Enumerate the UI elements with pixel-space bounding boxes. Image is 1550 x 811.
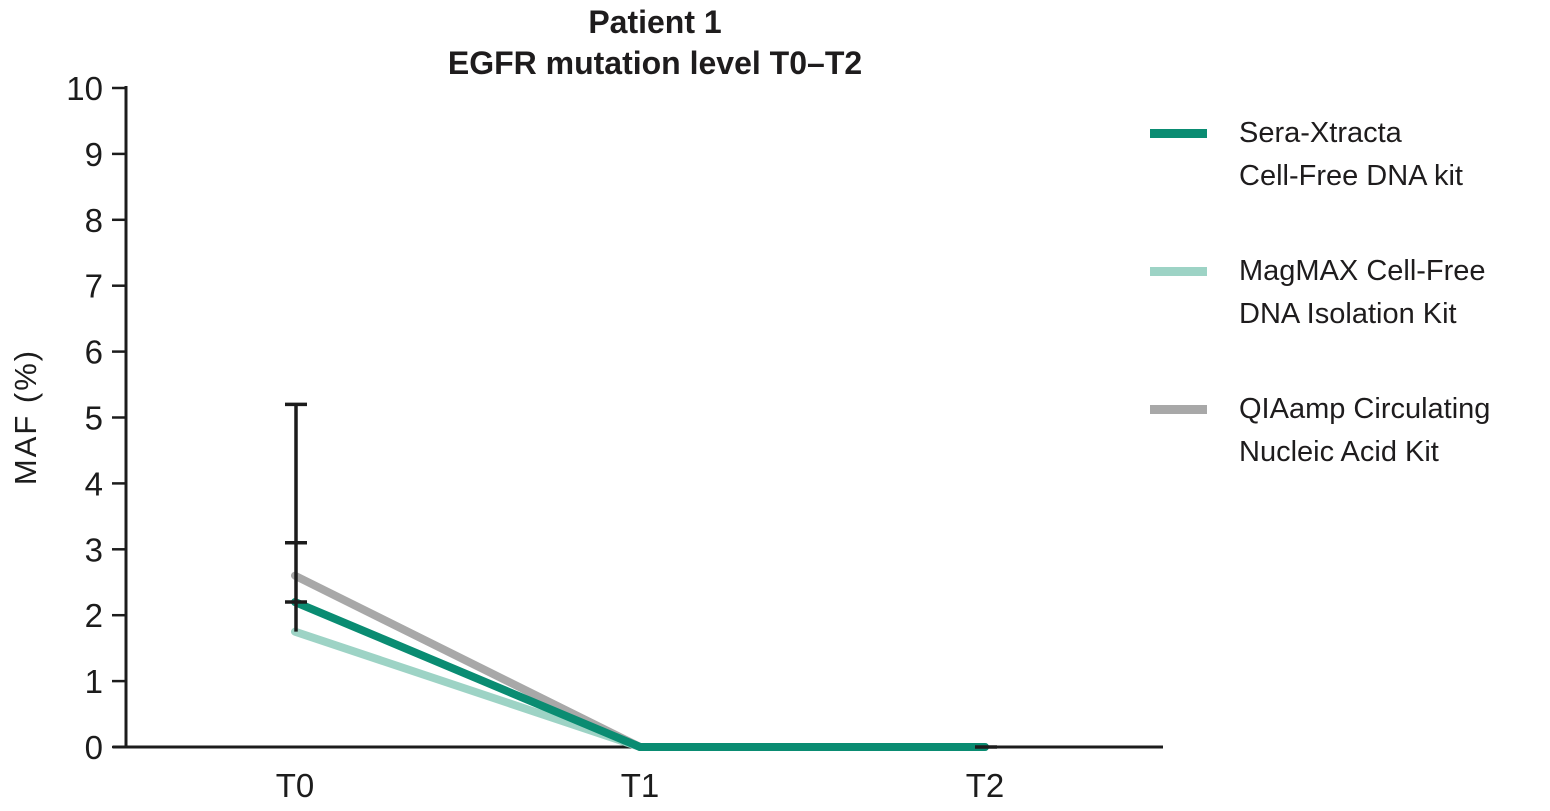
x-tick-label-t2: T2: [966, 767, 1005, 804]
y-tick-label: 2: [85, 597, 103, 634]
legend-label-qiaamp: QIAamp Circulating Nucleic Acid Kit: [1239, 393, 1491, 468]
y-tick-label: 0: [85, 729, 103, 766]
series-line-qiaamp: [291, 571, 989, 751]
legend-item-sera-xtracta: Sera-Xtracta Cell-Free DNA kit: [1150, 112, 1530, 198]
chart-title-line1: Patient 1: [588, 4, 722, 40]
legend: Sera-Xtracta Cell-Free DNA kit MagMAX Ce…: [1150, 112, 1530, 526]
y-tick-label: 8: [85, 202, 103, 239]
y-tick-label: 1: [85, 663, 103, 700]
legend-item-magmax: MagMAX Cell-Free DNA Isolation Kit: [1150, 250, 1530, 336]
y-axis-title: MAF (%): [8, 349, 43, 485]
chart-title-line2: EGFR mutation level T0–T2: [447, 45, 863, 81]
legend-label-magmax: MagMAX Cell-Free DNA Isolation Kit: [1239, 255, 1486, 330]
y-tick-label: 9: [85, 136, 103, 173]
y-tick-label: 4: [85, 465, 103, 502]
legend-swatch-magmax: [1150, 267, 1207, 276]
x-tick-label-t0: T0: [276, 767, 315, 804]
series-line-sera-xtracta: [291, 598, 989, 751]
y-tick-label: 6: [85, 334, 103, 371]
y-tick-label: 10: [66, 70, 103, 107]
x-tick-label-t1: T1: [621, 767, 660, 804]
y-tick-label: 7: [85, 268, 103, 305]
y-tick-label: 5: [85, 400, 103, 437]
legend-label-sera-xtracta: Sera-Xtracta Cell-Free DNA kit: [1239, 117, 1463, 192]
legend-swatch-sera-xtracta: [1150, 129, 1207, 138]
legend-item-qiaamp: QIAamp Circulating Nucleic Acid Kit: [1150, 388, 1530, 474]
chart-title: Patient 1 EGFR mutation level T0–T2: [330, 2, 980, 84]
y-tick-label: 3: [85, 531, 103, 568]
legend-swatch-qiaamp: [1150, 405, 1207, 414]
